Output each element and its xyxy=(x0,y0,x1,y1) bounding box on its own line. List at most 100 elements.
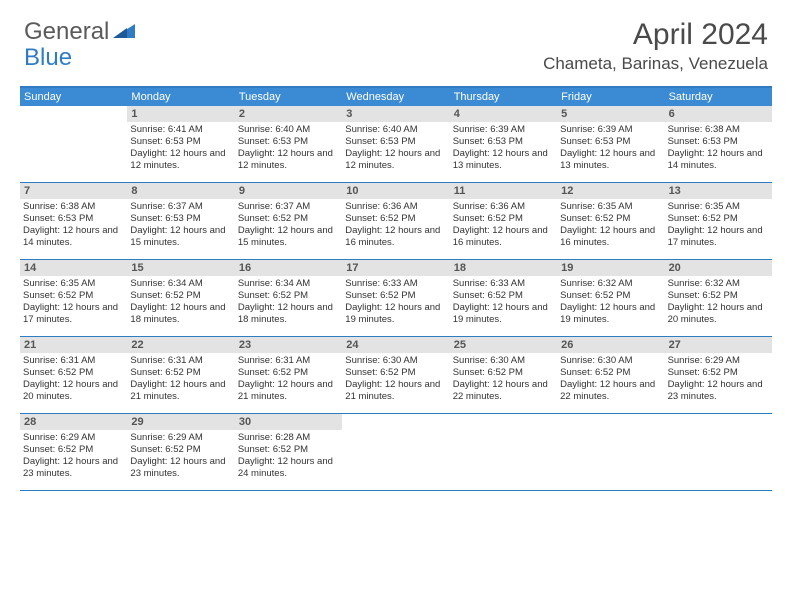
day-number: 26 xyxy=(557,337,664,353)
sunset-text: Sunset: 6:52 PM xyxy=(238,290,339,302)
sunrise-text: Sunrise: 6:40 AM xyxy=(238,124,339,136)
daylight-text: Daylight: 12 hours and 18 minutes. xyxy=(238,302,339,326)
day-detail: Sunrise: 6:35 AMSunset: 6:52 PMDaylight:… xyxy=(557,199,664,253)
sunrise-text: Sunrise: 6:32 AM xyxy=(668,278,769,290)
daylight-text: Daylight: 12 hours and 21 minutes. xyxy=(130,379,231,403)
logo-triangle-icon xyxy=(113,21,135,44)
sunrise-text: Sunrise: 6:31 AM xyxy=(238,355,339,367)
month-title: April 2024 xyxy=(543,18,768,52)
sunrise-text: Sunrise: 6:40 AM xyxy=(345,124,446,136)
daylight-text: Daylight: 12 hours and 17 minutes. xyxy=(668,225,769,249)
day-cell: 6Sunrise: 6:38 AMSunset: 6:53 PMDaylight… xyxy=(665,106,772,182)
day-detail: Sunrise: 6:30 AMSunset: 6:52 PMDaylight:… xyxy=(557,353,664,407)
weekday-header: Thursday xyxy=(450,88,557,106)
day-cell: 15Sunrise: 6:34 AMSunset: 6:52 PMDayligh… xyxy=(127,260,234,336)
day-cell: 30Sunrise: 6:28 AMSunset: 6:52 PMDayligh… xyxy=(235,414,342,490)
day-detail: Sunrise: 6:34 AMSunset: 6:52 PMDaylight:… xyxy=(235,276,342,330)
day-number xyxy=(557,414,664,418)
daylight-text: Daylight: 12 hours and 16 minutes. xyxy=(345,225,446,249)
day-number: 13 xyxy=(665,183,772,199)
location: Chameta, Barinas, Venezuela xyxy=(543,54,768,74)
day-number xyxy=(342,414,449,418)
sunrise-text: Sunrise: 6:28 AM xyxy=(238,432,339,444)
day-cell: 25Sunrise: 6:30 AMSunset: 6:52 PMDayligh… xyxy=(450,337,557,413)
day-detail: Sunrise: 6:36 AMSunset: 6:52 PMDaylight:… xyxy=(342,199,449,253)
day-detail: Sunrise: 6:41 AMSunset: 6:53 PMDaylight:… xyxy=(127,122,234,176)
day-number: 18 xyxy=(450,260,557,276)
sunset-text: Sunset: 6:52 PM xyxy=(453,213,554,225)
day-detail: Sunrise: 6:31 AMSunset: 6:52 PMDaylight:… xyxy=(235,353,342,407)
daylight-text: Daylight: 12 hours and 24 minutes. xyxy=(238,456,339,480)
day-cell: 7Sunrise: 6:38 AMSunset: 6:53 PMDaylight… xyxy=(20,183,127,259)
day-number: 22 xyxy=(127,337,234,353)
sunset-text: Sunset: 6:53 PM xyxy=(345,136,446,148)
week-row: 7Sunrise: 6:38 AMSunset: 6:53 PMDaylight… xyxy=(20,183,772,260)
day-cell xyxy=(557,414,664,490)
day-cell: 1Sunrise: 6:41 AMSunset: 6:53 PMDaylight… xyxy=(127,106,234,182)
day-number: 29 xyxy=(127,414,234,430)
logo-sub: Blue xyxy=(24,44,72,72)
daylight-text: Daylight: 12 hours and 22 minutes. xyxy=(453,379,554,403)
week-row: 14Sunrise: 6:35 AMSunset: 6:52 PMDayligh… xyxy=(20,260,772,337)
day-cell xyxy=(342,414,449,490)
day-number: 2 xyxy=(235,106,342,122)
weekday-header: Monday xyxy=(127,88,234,106)
sunrise-text: Sunrise: 6:30 AM xyxy=(453,355,554,367)
sunrise-text: Sunrise: 6:35 AM xyxy=(668,201,769,213)
day-detail: Sunrise: 6:28 AMSunset: 6:52 PMDaylight:… xyxy=(235,430,342,484)
day-detail: Sunrise: 6:32 AMSunset: 6:52 PMDaylight:… xyxy=(665,276,772,330)
daylight-text: Daylight: 12 hours and 13 minutes. xyxy=(453,148,554,172)
day-detail: Sunrise: 6:30 AMSunset: 6:52 PMDaylight:… xyxy=(342,353,449,407)
day-detail: Sunrise: 6:39 AMSunset: 6:53 PMDaylight:… xyxy=(557,122,664,176)
sunrise-text: Sunrise: 6:33 AM xyxy=(345,278,446,290)
sunset-text: Sunset: 6:53 PM xyxy=(130,213,231,225)
sunset-text: Sunset: 6:52 PM xyxy=(130,290,231,302)
sunrise-text: Sunrise: 6:37 AM xyxy=(130,201,231,213)
sunset-text: Sunset: 6:52 PM xyxy=(668,290,769,302)
day-number: 16 xyxy=(235,260,342,276)
sunset-text: Sunset: 6:52 PM xyxy=(345,213,446,225)
sunrise-text: Sunrise: 6:29 AM xyxy=(668,355,769,367)
sunset-text: Sunset: 6:52 PM xyxy=(560,290,661,302)
sunrise-text: Sunrise: 6:35 AM xyxy=(23,278,124,290)
day-number: 11 xyxy=(450,183,557,199)
day-number: 4 xyxy=(450,106,557,122)
sunrise-text: Sunrise: 6:32 AM xyxy=(560,278,661,290)
daylight-text: Daylight: 12 hours and 12 minutes. xyxy=(130,148,231,172)
day-number: 8 xyxy=(127,183,234,199)
day-cell: 14Sunrise: 6:35 AMSunset: 6:52 PMDayligh… xyxy=(20,260,127,336)
daylight-text: Daylight: 12 hours and 18 minutes. xyxy=(130,302,231,326)
daylight-text: Daylight: 12 hours and 19 minutes. xyxy=(560,302,661,326)
day-cell: 22Sunrise: 6:31 AMSunset: 6:52 PMDayligh… xyxy=(127,337,234,413)
day-number: 21 xyxy=(20,337,127,353)
sunset-text: Sunset: 6:52 PM xyxy=(238,444,339,456)
day-number: 19 xyxy=(557,260,664,276)
day-cell: 19 Sunrise: 6:32 AMSunset: 6:52 PMDayligh… xyxy=(557,260,664,336)
day-cell: 27Sunrise: 6:29 AMSunset: 6:52 PMDayligh… xyxy=(665,337,772,413)
day-cell: 21Sunrise: 6:31 AMSunset: 6:52 PMDayligh… xyxy=(20,337,127,413)
day-cell: 4Sunrise: 6:39 AMSunset: 6:53 PMDaylight… xyxy=(450,106,557,182)
day-number: 23 xyxy=(235,337,342,353)
daylight-text: Daylight: 12 hours and 23 minutes. xyxy=(130,456,231,480)
day-detail: Sunrise: 6:40 AMSunset: 6:53 PMDaylight:… xyxy=(235,122,342,176)
daylight-text: Daylight: 12 hours and 17 minutes. xyxy=(23,302,124,326)
sunset-text: Sunset: 6:52 PM xyxy=(345,367,446,379)
day-detail: Sunrise: 6:31 AMSunset: 6:52 PMDaylight:… xyxy=(20,353,127,407)
sunrise-text: Sunrise: 6:34 AM xyxy=(238,278,339,290)
sunset-text: Sunset: 6:53 PM xyxy=(238,136,339,148)
sunset-text: Sunset: 6:53 PM xyxy=(453,136,554,148)
day-cell: 18Sunrise: 6:33 AMSunset: 6:52 PMDayligh… xyxy=(450,260,557,336)
daylight-text: Daylight: 12 hours and 21 minutes. xyxy=(345,379,446,403)
day-detail: Sunrise: 6:38 AMSunset: 6:53 PMDaylight:… xyxy=(20,199,127,253)
day-cell: 12Sunrise: 6:35 AMSunset: 6:52 PMDayligh… xyxy=(557,183,664,259)
day-number: 30 xyxy=(235,414,342,430)
day-detail: Sunrise: 6:29 AMSunset: 6:52 PMDaylight:… xyxy=(127,430,234,484)
day-cell: 20Sunrise: 6:32 AMSunset: 6:52 PMDayligh… xyxy=(665,260,772,336)
daylight-text: Daylight: 12 hours and 20 minutes. xyxy=(23,379,124,403)
day-cell: 2Sunrise: 6:40 AMSunset: 6:53 PMDaylight… xyxy=(235,106,342,182)
day-cell: 24Sunrise: 6:30 AMSunset: 6:52 PMDayligh… xyxy=(342,337,449,413)
day-cell: 26Sunrise: 6:30 AMSunset: 6:52 PMDayligh… xyxy=(557,337,664,413)
day-number: 1 xyxy=(127,106,234,122)
logo-text-blue: Blue xyxy=(24,44,72,71)
sunrise-text: Sunrise: 6:36 AM xyxy=(345,201,446,213)
